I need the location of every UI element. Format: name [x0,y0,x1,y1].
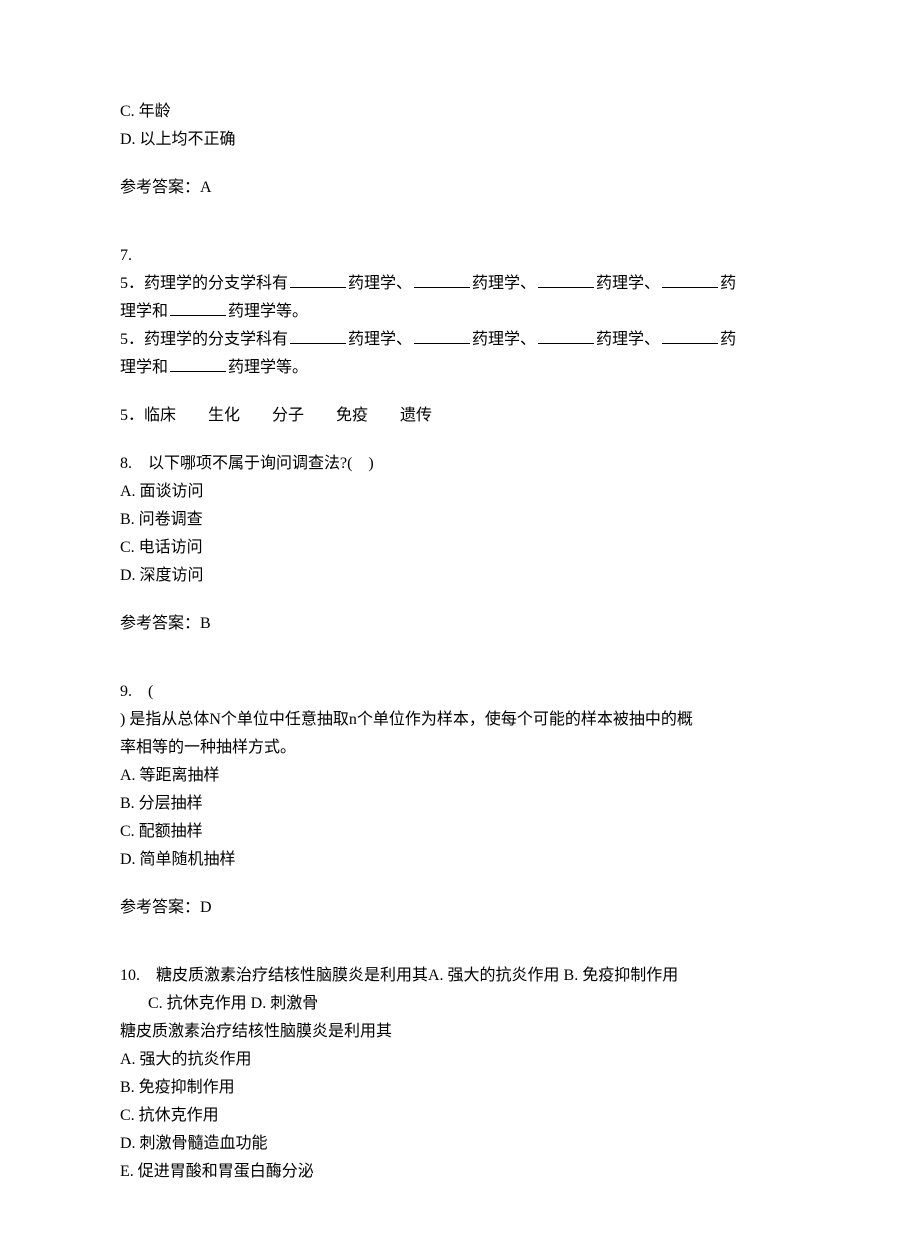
q7-stem-line1: 5．药理学的分支学科有 药理学、 药理学、 药理学、 药 [120,272,800,296]
q10-option-d: D. 刺激骨髓造血功能 [120,1132,800,1156]
q7-stem-line2: 理学和 药理学等。 [120,300,800,324]
q9-line3: 率相等的一种抽样方式。 [120,736,800,760]
blank [414,272,470,288]
blank [662,328,718,344]
q7-l1-d: 药理学、 [596,275,660,292]
q7-stem-line3: 5．药理学的分支学科有 药理学、 药理学、 药理学、 药 [120,328,800,352]
q7-l3-e: 药 [720,331,736,348]
q6-option-d: D. 以上均不正确 [120,128,800,152]
q9-option-a: A. 等距离抽样 [120,764,800,788]
q8-option-b: B. 问卷调查 [120,508,800,532]
q7-l3-b: 药理学、 [348,331,412,348]
q7-l1-e: 药 [720,275,736,292]
q7-l3-d: 药理学、 [596,331,660,348]
q10-option-e: E. 促进胃酸和胃蛋白酶分泌 [120,1160,800,1184]
q7-l3-a: 5．药理学的分支学科有 [120,331,288,348]
blank [170,356,226,372]
q9-answer: 参考答案：D [120,896,800,920]
q7-l2-b: 药理学等。 [228,303,308,320]
q8-option-c: C. 电话访问 [120,536,800,560]
q10-option-c: C. 抗休克作用 [120,1104,800,1128]
q10-line2-text: C. 抗休克作用 D. 刺激骨 [148,995,318,1012]
q9-option-b: B. 分层抽样 [120,792,800,816]
q6-option-c: C. 年龄 [120,100,800,124]
q6-answer: 参考答案：A [120,176,800,200]
q7-l1-a: 5．药理学的分支学科有 [120,275,288,292]
q9-line1: 9. ( [120,680,800,704]
q7-l2-a: 理学和 [120,303,168,320]
blank [538,272,594,288]
q7-l4-b: 药理学等。 [228,359,308,376]
q10-option-a: A. 强大的抗炎作用 [120,1048,800,1072]
q10-line1: 10. 糖皮质激素治疗结核性脑膜炎是利用其A. 强大的抗炎作用 B. 免疫抑制作… [120,964,800,988]
q9-option-c: C. 配额抽样 [120,820,800,844]
blank [170,300,226,316]
q7-stem-line4: 理学和 药理学等。 [120,356,800,380]
q10-line2: C. 抗休克作用 D. 刺激骨 [120,992,800,1016]
q7-l1-c: 药理学、 [472,275,536,292]
q10-option-b: B. 免疫抑制作用 [120,1076,800,1100]
q7-number: 7. [120,244,800,268]
blank [662,272,718,288]
q7-answers: 5．临床 生化 分子 免疫 遗传 [120,404,800,428]
q8-option-a: A. 面谈访问 [120,480,800,504]
blank [538,328,594,344]
blank [290,272,346,288]
q10-line3: 糖皮质激素治疗结核性脑膜炎是利用其 [120,1020,800,1044]
q9-option-d: D. 简单随机抽样 [120,848,800,872]
q9-line2: ) 是指从总体N个单位中任意抽取n个单位作为样本，使每个可能的样本被抽中的概 [120,708,800,732]
q7-l1-b: 药理学、 [348,275,412,292]
q7-l3-c: 药理学、 [472,331,536,348]
q7-l4-a: 理学和 [120,359,168,376]
blank [290,328,346,344]
q8-option-d: D. 深度访问 [120,564,800,588]
blank [414,328,470,344]
q8-stem: 8. 以下哪项不属于询问调查法?( ) [120,452,800,476]
q8-answer: 参考答案：B [120,612,800,636]
